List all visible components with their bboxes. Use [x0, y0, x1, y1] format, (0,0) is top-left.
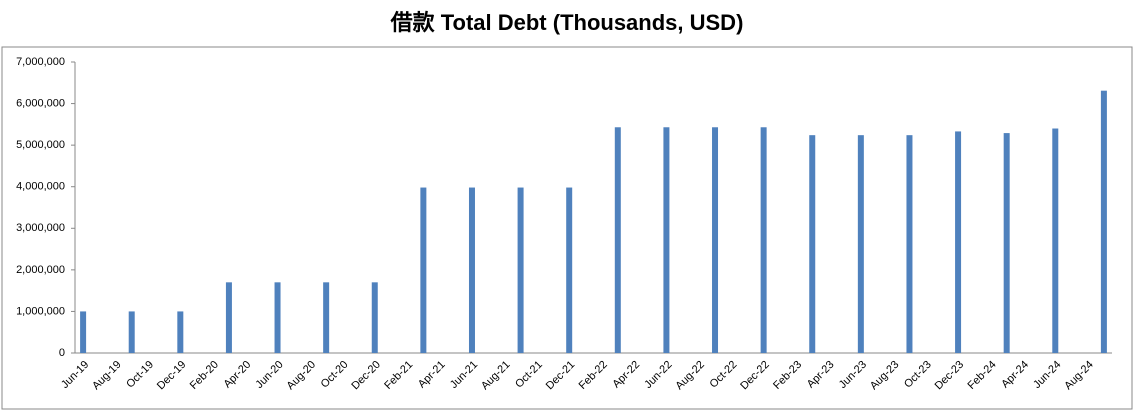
x-tick-label: Aug-22: [673, 359, 707, 393]
bar: [614, 127, 621, 353]
x-tick-label: Oct-19: [124, 359, 156, 391]
x-tick-label: Jun-20: [253, 359, 285, 391]
x-tick-label: Jun-21: [448, 359, 480, 391]
y-tick-label: 3,000,000: [16, 222, 65, 234]
x-tick-label: Feb-23: [771, 359, 804, 392]
x-tick-label: Aug-19: [90, 359, 124, 393]
x-tick-label: Dec-23: [933, 359, 967, 393]
x-tick-label: Jun-24: [1031, 359, 1063, 391]
x-tick-label: Jun-23: [837, 359, 869, 391]
y-tick-label: 1,000,000: [16, 305, 65, 317]
x-tick-label: Feb-21: [382, 359, 415, 392]
x-tick-label: Aug-20: [285, 359, 319, 393]
bar: [809, 135, 816, 353]
bar: [1052, 128, 1059, 353]
x-tick-label: Apr-21: [416, 359, 448, 391]
x-tick-label: Dec-22: [738, 359, 772, 393]
bar: [566, 187, 573, 353]
bar: [468, 187, 475, 353]
x-tick-label: Dec-20: [349, 359, 383, 393]
x-tick-label: Apr-24: [999, 359, 1031, 391]
y-tick-label: 4,000,000: [16, 181, 65, 193]
chart-frame: [1, 46, 1133, 410]
x-tick-label: Dec-19: [155, 359, 189, 393]
bar: [760, 127, 767, 353]
bar: [177, 311, 184, 353]
x-tick-label: Jun-22: [642, 359, 674, 391]
y-tick-label: 0: [59, 347, 65, 359]
bar: [371, 282, 378, 353]
x-tick-label: Feb-22: [577, 359, 610, 392]
x-tick-label: Apr-23: [805, 359, 837, 391]
x-tick-label: Apr-20: [221, 359, 253, 391]
x-tick-label: Apr-22: [610, 359, 642, 391]
bar: [1003, 133, 1010, 353]
x-tick-label: Oct-23: [902, 359, 934, 391]
y-tick-label: 2,000,000: [16, 264, 65, 276]
x-tick-label: Aug-24: [1062, 359, 1096, 393]
bar: [80, 311, 87, 353]
x-tick-label: Jun-19: [59, 359, 91, 391]
x-tick-label: Feb-24: [966, 359, 999, 392]
chart-title: 借款 Total Debt (Thousands, USD): [390, 10, 744, 35]
x-tick-label: Dec-21: [544, 359, 578, 393]
bar: [857, 135, 864, 353]
bar: [663, 127, 670, 353]
bar: [225, 282, 232, 353]
x-tick-label: Oct-20: [319, 359, 351, 391]
x-tick-label: Aug-23: [868, 359, 902, 393]
bar: [420, 187, 427, 353]
bar: [955, 131, 962, 353]
x-tick-label: Feb-20: [188, 359, 221, 392]
x-tick-label: Oct-21: [513, 359, 545, 391]
x-tick-label: Oct-22: [708, 359, 740, 391]
x-tick-label: Aug-21: [479, 359, 513, 393]
bar: [517, 187, 524, 353]
bar: [1100, 90, 1107, 353]
bar: [906, 135, 913, 353]
bar: [128, 311, 135, 353]
y-tick-label: 5,000,000: [16, 139, 65, 151]
y-tick-label: 7,000,000: [16, 56, 65, 68]
bar: [712, 127, 719, 353]
y-tick-label: 6,000,000: [16, 97, 65, 109]
bar: [274, 282, 281, 353]
bar: [323, 282, 330, 353]
